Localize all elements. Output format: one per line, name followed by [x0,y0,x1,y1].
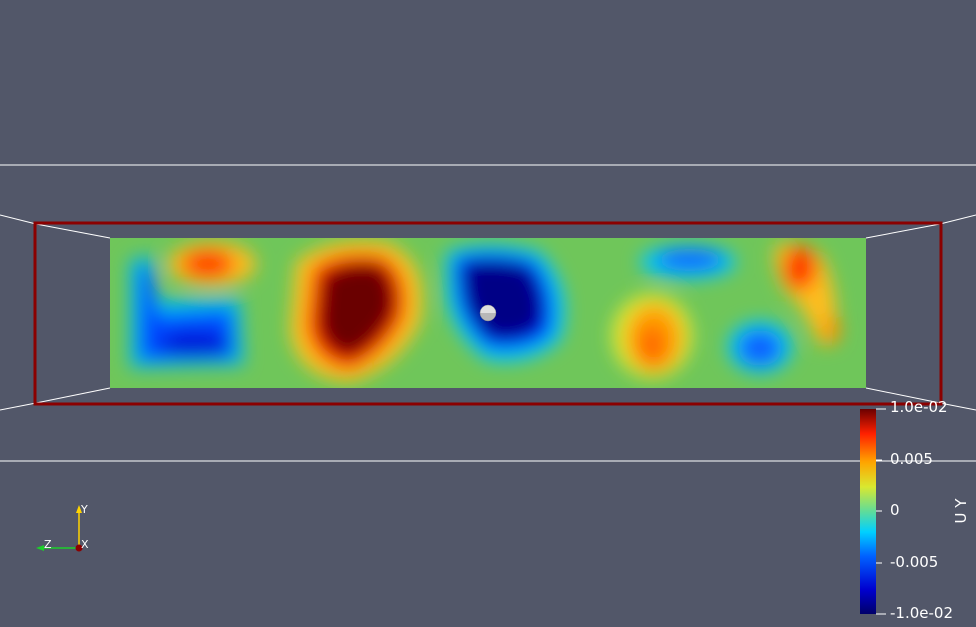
axis-x-label: X [81,538,89,551]
colorbar-tick-zero: 0 [890,501,900,519]
colorbar-gradient [860,409,876,614]
axis-z-label: Z [44,538,52,551]
colorbar-tick-neg0005: -0.005 [890,553,939,571]
orientation-axes [36,505,83,552]
outline-lines [0,164,976,462]
colorbar-tick-max: 1.0e-02 [890,398,948,416]
colorbar-tick-0005: 0.005 [890,450,933,468]
uy-contour-plane[interactable] [110,238,866,388]
axis-y-label: Y [81,503,88,516]
colorbar-title: U Y [952,498,970,524]
probe-sphere[interactable] [479,304,497,322]
colorbar [860,408,886,615]
colorbar-tick-min: -1.0e-02 [890,604,953,622]
bounding-box-outline [33,221,943,406]
